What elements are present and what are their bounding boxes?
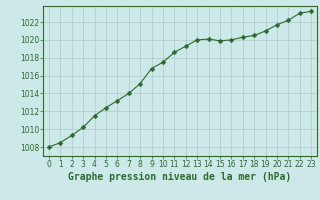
X-axis label: Graphe pression niveau de la mer (hPa): Graphe pression niveau de la mer (hPa)	[68, 172, 292, 182]
